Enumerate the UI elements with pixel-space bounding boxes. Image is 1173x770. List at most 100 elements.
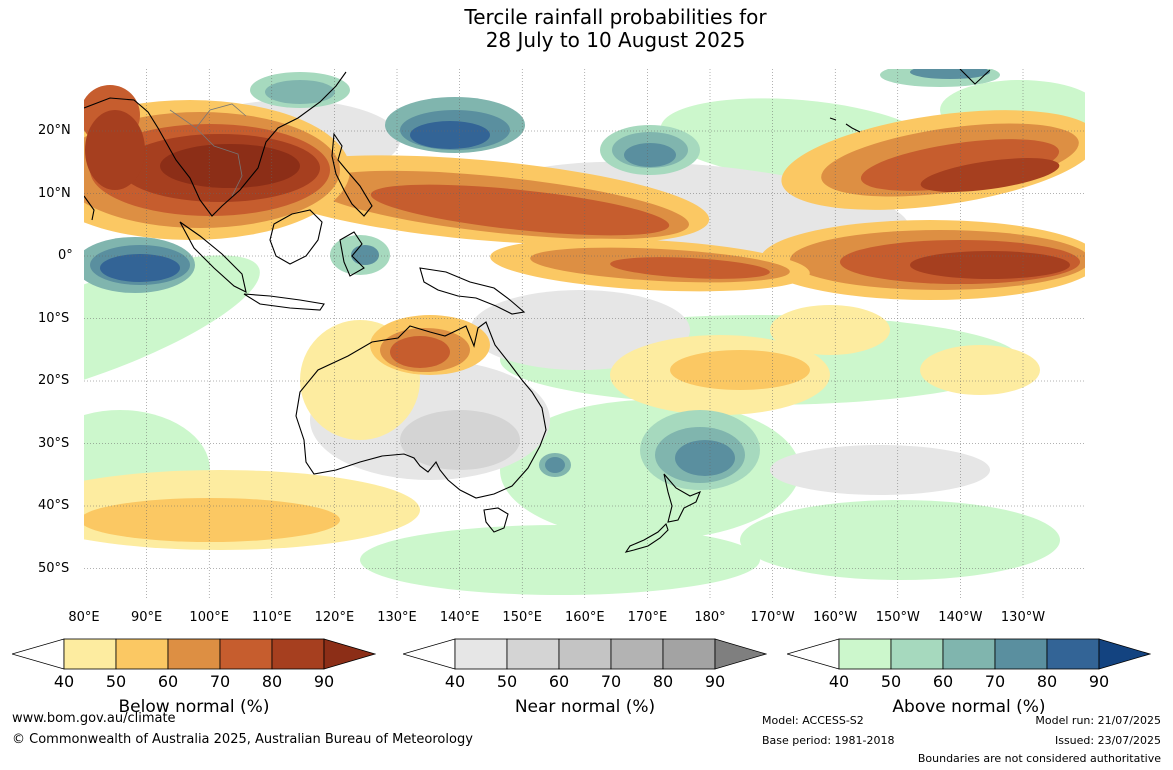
near-normal-area [770,445,990,495]
new-zealand-south-island [624,522,669,553]
near-normal-legend-title: Near normal (%) [514,697,656,717]
issued-text: Issued: 23/07/2025 [1054,734,1161,747]
above-normal-area [545,457,565,473]
below-normal-area [920,345,1040,395]
longitude-label: 140°E [439,610,480,625]
colorbar-tick-label: 90 [313,672,335,691]
country-borders [169,103,247,197]
above-normal-area [740,500,1060,580]
graticule [84,69,1085,600]
latitude-label: 20°S [38,373,70,388]
colorbar-tick-label: 90 [704,672,726,691]
longitude-label: 170°E [627,610,668,625]
asia-coastline [84,71,347,217]
colorbar-tick-label: 90 [1088,672,1110,691]
chart-title-line-1: Tercile rainfall probabilities for [464,5,767,29]
longitude-label: 120°E [314,610,355,625]
colorbar-segment [115,638,169,670]
colorbar-tick-label: 50 [880,672,902,691]
colorbar-segment [454,638,508,670]
longitude-label: 110°E [252,610,292,625]
tasmania-coastline [483,507,509,533]
below-normal-area [610,257,770,279]
longitude-label: 160°W [813,610,858,625]
longitude-label: 150°E [502,610,542,625]
colorbar-tick-label: 80 [261,672,283,691]
latitude-label: 20°N [38,123,71,138]
longitude-label: 150°W [875,610,920,625]
below-normal-area [910,251,1070,279]
above-normal-legend-title: Above normal (%) [892,697,1046,717]
near-normal-area [400,410,520,470]
below-normal-area [670,350,810,390]
colorbar-segment [838,638,892,670]
longitude-label: 90°E [130,610,163,625]
chart-title-line-2: 28 July to 10 August 2025 [485,28,746,52]
above-normal-area [351,245,379,265]
copyright-text: © Commonwealth of Australia 2025, Austra… [12,732,473,747]
colorbar-low-extension [12,638,65,670]
above-normal-area [910,69,990,79]
above-normal-area [410,121,490,149]
below-normal-legend-title: Below normal (%) [118,697,270,717]
hawaii-islands [829,117,861,133]
above-normal-area [84,255,260,405]
longitude-label: 140°W [938,610,983,625]
india-tip-coastline [84,195,95,221]
above-normal-area [675,440,735,476]
above-normal-area [360,525,760,595]
colorbar-tick-label: 40 [53,672,75,691]
colorbar-segment [942,638,996,670]
colorbar-high-extension [714,638,767,670]
boundaries-disclaimer: Boundaries are not considered authoritat… [917,752,1161,765]
colorbar-tick-label: 70 [600,672,622,691]
new-guinea-coastline [419,267,526,315]
colorbar-tick-label: 50 [105,672,127,691]
latitude-label: 40°S [38,498,70,513]
colorbar-tick-label: 60 [932,672,954,691]
below-normal-area [920,158,1060,192]
colorbar-low-extension [787,638,840,670]
colorbar-tick-label: 80 [652,672,674,691]
above-normal-area [100,254,180,282]
near-normal-colorbar [403,638,767,670]
above-normal-colorbar [787,638,1151,670]
longitude-label: 80°E [68,610,100,625]
longitude-label: 160°E [565,610,605,625]
colorbar-tick-label: 40 [444,672,466,691]
sumatra-coastline [179,221,247,294]
colorbar-tick-label: 60 [157,672,179,691]
colorbar-segment [167,638,221,670]
coastlines [84,69,991,553]
colorbar-high-extension [323,638,376,670]
above-normal-area [265,80,335,104]
latitude-label: 50°S [38,560,70,576]
sulawesi-coastline [339,231,365,277]
borneo-coastline [269,209,323,265]
probability-fields [84,69,1085,595]
colorbar-segment [662,638,716,670]
longitude-label: 130°W [1000,610,1046,625]
java-coastline [243,293,325,311]
colorbar-tick-label: 40 [828,672,850,691]
below-normal-area [860,139,1060,191]
website-text: www.bom.gov.au/climate [12,711,176,726]
colorbar-tick-label: 70 [209,672,231,691]
longitude-label: 130°E [377,610,417,625]
longitude-label: 170°W [750,610,795,625]
colorbar-segment [63,638,117,670]
longitude-label: 180° [694,610,726,625]
probability-map [84,69,1085,600]
new-zealand-north-island [663,473,701,523]
latitude-label: 30°S [38,435,70,451]
below-normal-area [84,498,340,542]
model-text: Model: ACCESS-S2 [762,714,864,727]
colorbar-tick-label: 50 [496,672,518,691]
colorbar-segment [558,638,612,670]
colorbar-tick-label: 80 [1036,672,1058,691]
longitude-label: 100°E [189,610,229,625]
below-normal-area [85,110,145,190]
latitude-label: 10°N [38,185,71,201]
latitude-label: 10°S [38,310,70,326]
above-normal-area [624,143,676,167]
